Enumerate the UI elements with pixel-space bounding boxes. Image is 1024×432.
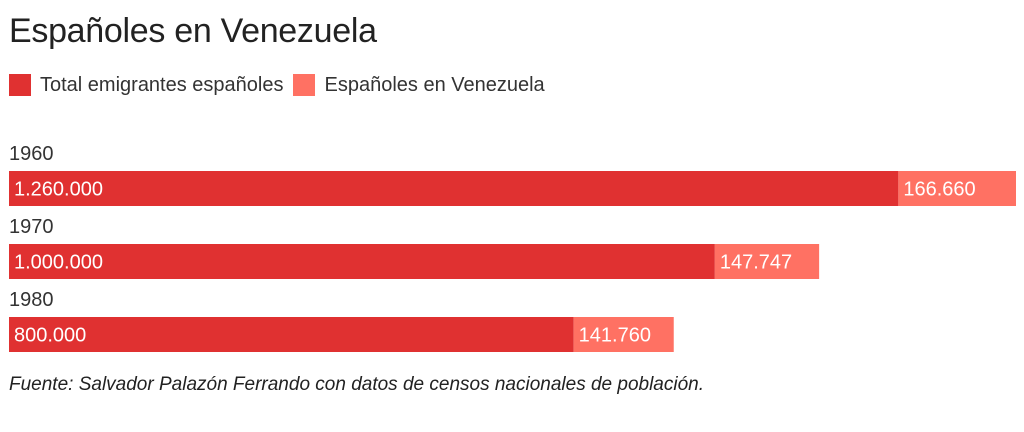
legend-swatch-total bbox=[9, 74, 31, 96]
data-label-1980-series-0: 800.000 bbox=[14, 325, 86, 347]
legend-swatch-venezuela bbox=[293, 74, 316, 96]
data-label-1960-series-1: 166.660 bbox=[903, 179, 975, 201]
legend: Total emigrantes españoles Españoles en … bbox=[9, 72, 555, 98]
category-label-1970: 1970 bbox=[9, 216, 54, 238]
data-label-1980-series-1: 141.760 bbox=[579, 325, 651, 347]
legend-item-venezuela: Españoles en Venezuela bbox=[293, 73, 545, 97]
bar-1970-series-1 bbox=[714, 244, 820, 279]
data-label-1960-series-0: 1.260.000 bbox=[14, 179, 103, 201]
bar-1960-series-0 bbox=[9, 171, 899, 206]
legend-item-total: Total emigrantes españoles bbox=[9, 74, 283, 97]
chart-title: Españoles en Venezuela bbox=[9, 12, 377, 50]
category-label-1960: 1960 bbox=[9, 143, 54, 165]
bar-1970-series-0 bbox=[9, 244, 715, 279]
bar-1980-series-0 bbox=[9, 317, 574, 352]
bars-layer: 1960 1.260.000 166.660 1970 1.000.000 147.747… bbox=[9, 143, 1016, 352]
data-label-1970-series-0: 1.000.000 bbox=[14, 252, 103, 274]
bar-1960-series-1 bbox=[898, 171, 1016, 206]
source-note: Fuente: Salvador Palazón Ferrando con da… bbox=[9, 374, 705, 395]
category-label-1980: 1980 bbox=[9, 289, 54, 311]
legend-label-total: Total emigrantes españoles bbox=[40, 73, 284, 96]
bar-1980-series-1 bbox=[573, 317, 674, 352]
data-label-1970-series-1: 147.747 bbox=[720, 252, 792, 274]
legend-label-venezuela: Españoles en Venezuela bbox=[324, 73, 545, 96]
